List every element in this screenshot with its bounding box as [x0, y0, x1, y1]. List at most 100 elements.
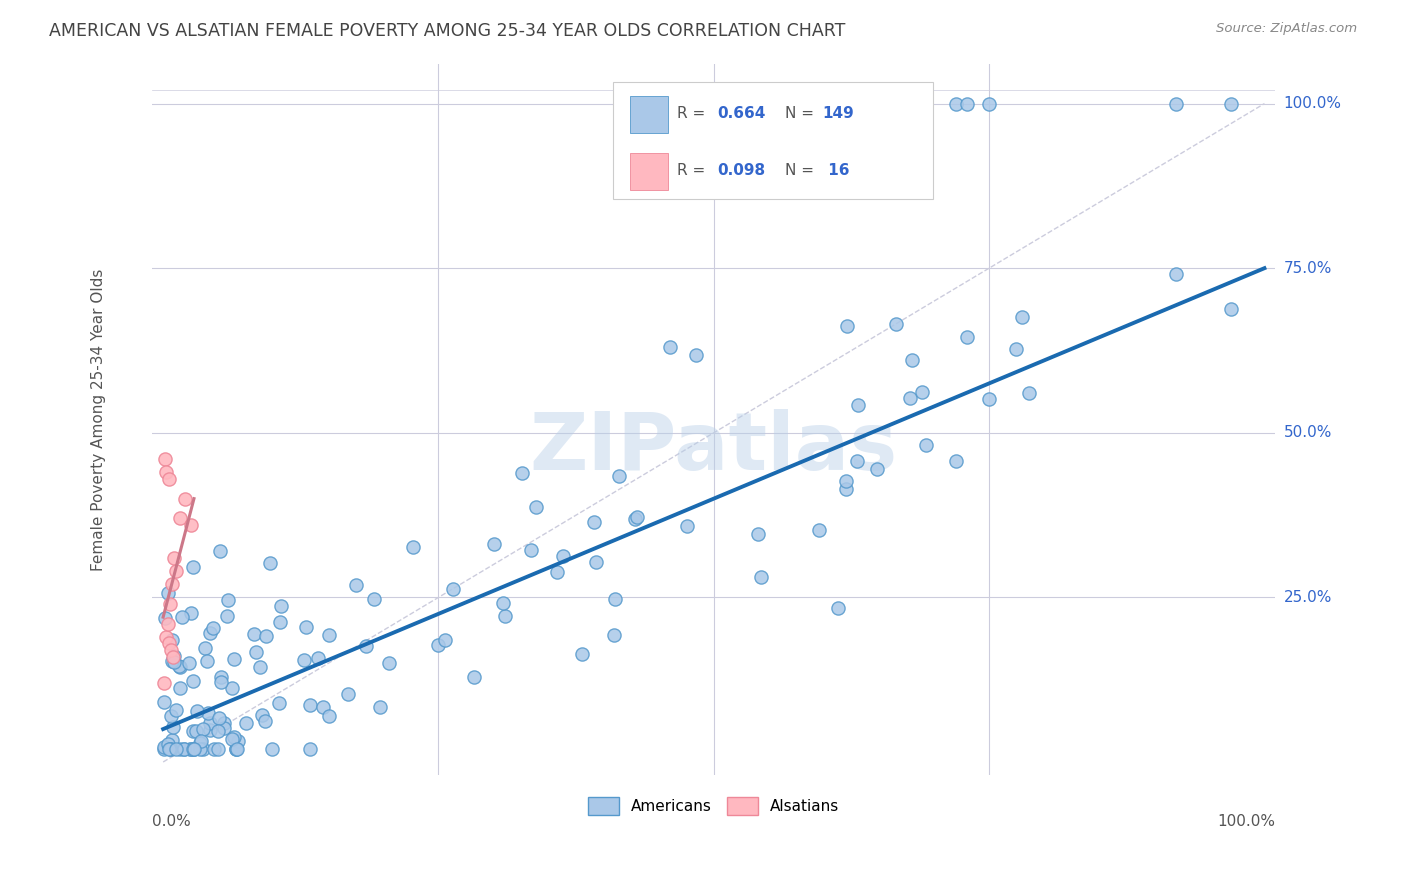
Point [434, 633, 457, 648]
Point [377, 657, 399, 671]
Point [224, 651, 246, 665]
Point [172, 610, 194, 624]
Point [259, 556, 281, 570]
Point [915, 437, 938, 451]
Point [494, 609, 516, 624]
Point [163, 550, 186, 565]
Point [235, 715, 257, 730]
Text: 0.664: 0.664 [717, 106, 765, 121]
Point [269, 696, 291, 710]
Point [209, 675, 232, 690]
Point [222, 730, 245, 744]
Text: 50.0%: 50.0% [1284, 425, 1331, 441]
Point [193, 641, 215, 656]
Point [1018, 385, 1040, 400]
Point [157, 741, 180, 756]
Point [156, 616, 179, 631]
Point [546, 565, 568, 579]
Point [524, 500, 547, 514]
Point [260, 741, 283, 756]
Point [181, 560, 204, 574]
Point [217, 608, 239, 623]
Point [582, 515, 605, 529]
Point [180, 741, 202, 756]
Point [160, 709, 183, 723]
Point [198, 625, 221, 640]
Point [157, 586, 180, 600]
Text: Female Poverty Among 25-34 Year Olds: Female Poverty Among 25-34 Year Olds [91, 268, 105, 571]
Point [299, 698, 322, 713]
Point [945, 454, 967, 468]
Point [242, 627, 264, 641]
Point [551, 549, 574, 563]
Point [269, 615, 291, 629]
Point [318, 628, 340, 642]
Point [208, 543, 231, 558]
Point [162, 649, 184, 664]
Point [626, 510, 648, 524]
Point [294, 653, 316, 667]
Point [167, 658, 190, 673]
Point [866, 462, 889, 476]
Point [156, 737, 179, 751]
Point [846, 398, 869, 412]
Point [186, 704, 208, 718]
Point [221, 681, 243, 695]
Text: 25.0%: 25.0% [1284, 590, 1331, 605]
Point [623, 511, 645, 525]
Text: 149: 149 [823, 106, 855, 121]
Point [153, 676, 176, 690]
Point [201, 621, 224, 635]
Point [510, 467, 533, 481]
Point [977, 96, 1000, 111]
Text: R =: R = [676, 163, 710, 178]
Point [180, 606, 202, 620]
Point [835, 96, 858, 111]
Point [898, 391, 921, 405]
Point [311, 699, 333, 714]
Point [162, 720, 184, 734]
Point [603, 628, 626, 642]
Point [153, 741, 176, 756]
Point [484, 537, 506, 551]
Point [659, 340, 682, 354]
Point [1011, 310, 1033, 325]
Point [207, 741, 229, 756]
Point [270, 599, 292, 613]
Point [159, 597, 181, 611]
Point [169, 511, 191, 525]
Point [163, 649, 186, 664]
Point [165, 703, 187, 717]
Point [179, 741, 201, 756]
Point [184, 723, 207, 738]
Point [368, 700, 391, 714]
FancyBboxPatch shape [613, 82, 932, 199]
Point [183, 741, 205, 756]
Point [1005, 342, 1028, 356]
Point [747, 96, 769, 111]
FancyBboxPatch shape [630, 96, 668, 133]
Point [183, 741, 205, 756]
Text: N =: N = [785, 163, 818, 178]
Point [675, 519, 697, 533]
Point [160, 741, 183, 756]
Point [344, 578, 367, 592]
Point [188, 741, 211, 756]
Point [254, 629, 277, 643]
Point [200, 715, 222, 730]
Point [191, 741, 214, 756]
Text: 100.0%: 100.0% [1284, 96, 1341, 112]
Point [173, 741, 195, 756]
Point [160, 654, 183, 668]
Point [177, 656, 200, 670]
Point [252, 707, 274, 722]
Point [155, 611, 177, 625]
Point [157, 636, 180, 650]
Point [169, 741, 191, 756]
Point [609, 469, 631, 483]
Point [603, 591, 626, 606]
Point [299, 741, 322, 756]
Point [249, 660, 271, 674]
Point [363, 591, 385, 606]
Point [190, 733, 212, 747]
